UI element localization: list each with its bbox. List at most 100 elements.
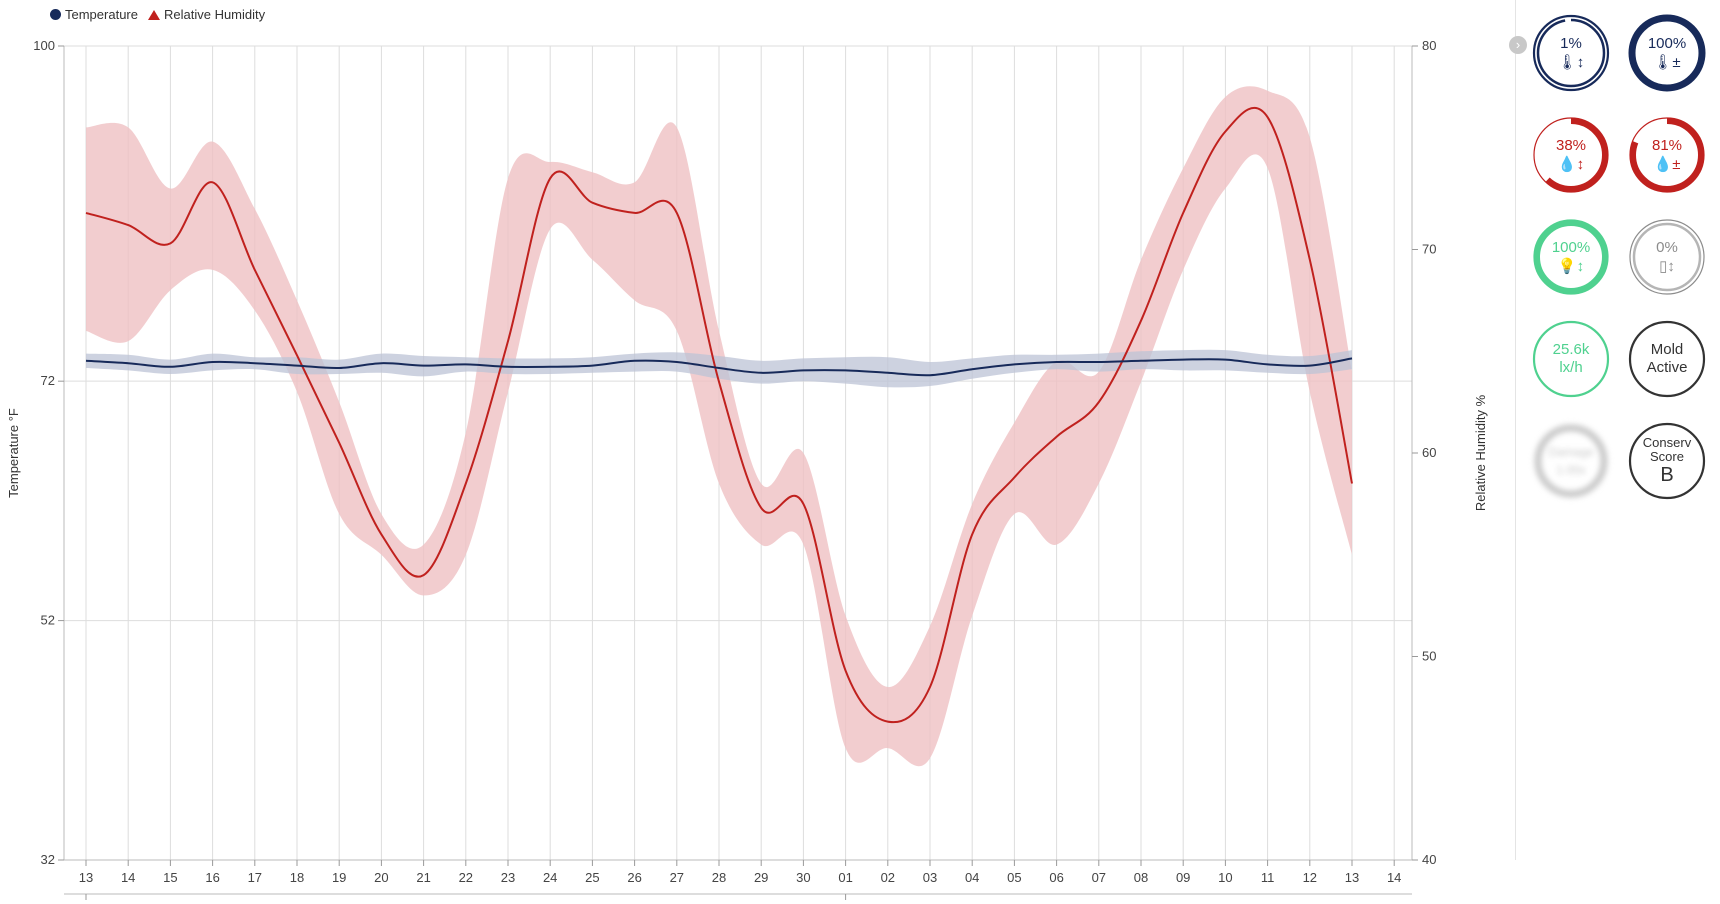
ring-progress xyxy=(1534,220,1608,294)
metric-rh-variance[interactable]: 81% 💧± xyxy=(1628,116,1706,194)
x-tick-19: 02 xyxy=(881,870,895,885)
x-tick-5: 18 xyxy=(290,870,304,885)
metric-rh-fluctuation[interactable]: 38% 💧↕ xyxy=(1532,116,1610,194)
metric-label: Score xyxy=(1650,449,1684,464)
y-tick-left-72: 72 xyxy=(41,373,55,388)
x-tick-10: 23 xyxy=(501,870,515,885)
x-tick-21: 04 xyxy=(965,870,979,885)
chart-legend: Temperature Relative Humidity xyxy=(50,7,265,22)
x-tick-30: 13 xyxy=(1345,870,1359,885)
metric-ring xyxy=(1628,422,1706,500)
metric-light[interactable]: 100% 💡↕ xyxy=(1532,218,1610,296)
metric-factor: 1.00x xyxy=(1556,463,1586,477)
thermometer-updown-icon: 🌡↕ xyxy=(1557,53,1585,71)
x-tick-15: 28 xyxy=(712,870,726,885)
ring-outline xyxy=(1628,320,1706,398)
legend-humidity-label: Relative Humidity xyxy=(163,7,266,22)
metric-temp-variance[interactable]: 100% 🌡± xyxy=(1628,14,1706,92)
thermometer-plusminus-icon: 🌡± xyxy=(1653,53,1681,71)
metric-status: Active xyxy=(1646,359,1688,376)
x-tick-28: 11 xyxy=(1261,870,1275,885)
metric-unit: lx/h xyxy=(1559,359,1583,376)
ring-outline xyxy=(1532,320,1610,398)
ring-progress xyxy=(1536,18,1606,88)
metric-lux[interactable]: 25.6k lx/h xyxy=(1532,320,1610,398)
y-tick-right-70: 70 xyxy=(1422,242,1436,257)
x-tick-4: 17 xyxy=(248,870,262,885)
humidity-line xyxy=(85,106,1353,724)
x-tick-8: 21 xyxy=(416,870,430,885)
x-tick-25: 08 xyxy=(1134,870,1148,885)
legend-humidity[interactable]: Relative Humidity xyxy=(147,7,266,22)
ring-outline xyxy=(1628,422,1706,500)
metric-ring xyxy=(1534,424,1608,498)
metric-conserv-score[interactable]: Conserv Score B xyxy=(1628,422,1706,500)
metric-temp-fluctuation[interactable]: 1% 🌡↕ xyxy=(1532,14,1610,92)
metric-battery[interactable]: 0% ▯↕ xyxy=(1628,218,1706,296)
panel-divider xyxy=(1515,0,1516,860)
metric-ring xyxy=(1532,14,1610,92)
climate-chart: 32 52 72 100 40 50 60 70 80 13 14 15 16 17 18 19 20 21 22 2… xyxy=(6,38,1488,900)
triangle-marker-icon xyxy=(147,9,160,20)
metric-value: 100% xyxy=(1647,34,1687,52)
metric-ring xyxy=(1533,219,1609,295)
droplet-plusminus-icon: 💧± xyxy=(1653,155,1681,173)
x-tick-16: 29 xyxy=(754,870,768,885)
x-tick-12: 25 xyxy=(585,870,599,885)
metric-grade: B xyxy=(1660,464,1674,486)
x-tick-22: 05 xyxy=(1007,870,1021,885)
ring-progress xyxy=(1628,14,1706,92)
y-axis-title-left: Temperature °F xyxy=(6,408,21,498)
x-tick-23: 06 xyxy=(1049,870,1063,885)
metric-value: 0% xyxy=(1656,238,1678,256)
metric-ring xyxy=(1629,219,1705,295)
droplet-updown-icon: 💧↕ xyxy=(1557,155,1585,173)
metric-ring xyxy=(1532,320,1610,398)
x-tick-24: 07 xyxy=(1092,870,1106,885)
ring-outline xyxy=(1532,14,1610,92)
metric-value: Mold xyxy=(1650,341,1684,358)
y-tick-left-52: 52 xyxy=(41,613,55,628)
ring-progress xyxy=(1632,222,1702,292)
x-tick-2: 15 xyxy=(163,870,177,885)
x-tick-29: 12 xyxy=(1303,870,1317,885)
y-tick-right-50: 50 xyxy=(1422,649,1436,664)
legend-temperature-label: Temperature xyxy=(65,7,138,22)
ring-outline xyxy=(1629,219,1705,295)
metric-value: Damage xyxy=(1548,445,1594,459)
y-tick-left-100: 100 xyxy=(33,38,55,53)
ring-progress xyxy=(1534,118,1608,192)
metric-ring xyxy=(1533,117,1609,193)
x-tick-27: 10 xyxy=(1218,870,1232,885)
metric-damage[interactable]: Damage 1.00x xyxy=(1532,422,1610,500)
x-tick-3: 16 xyxy=(205,870,219,885)
legend-temperature[interactable]: Temperature xyxy=(50,7,138,22)
y-tick-right-80: 80 xyxy=(1422,38,1436,53)
chevron-right-icon[interactable]: › xyxy=(1509,36,1527,54)
metric-value: 38% xyxy=(1555,136,1587,154)
metric-value: Conserv xyxy=(1642,435,1692,450)
x-tick-17: 30 xyxy=(796,870,810,885)
x-tick-31: 14 xyxy=(1387,870,1401,885)
y-axis-title-right: Relative Humidity % xyxy=(1473,394,1488,511)
x-tick-18: 01 xyxy=(838,870,852,885)
humidity-range-band xyxy=(86,86,1352,767)
metric-value: 81% xyxy=(1651,136,1683,154)
x-tick-0: 13 xyxy=(79,870,93,885)
ring-progress xyxy=(1534,424,1608,498)
metric-mold[interactable]: Mold Active xyxy=(1628,320,1706,398)
ring-progress xyxy=(1630,118,1704,192)
y-tick-left-32: 32 xyxy=(41,852,55,867)
metric-ring xyxy=(1629,117,1705,193)
x-tick-14: 27 xyxy=(670,870,684,885)
metric-ring xyxy=(1628,320,1706,398)
y-tick-right-60: 60 xyxy=(1422,445,1436,460)
x-tick-6: 19 xyxy=(332,870,346,885)
lightbulb-updown-icon: 💡↕ xyxy=(1557,257,1585,275)
x-tick-9: 22 xyxy=(459,870,473,885)
x-tick-13: 26 xyxy=(627,870,641,885)
metric-ring xyxy=(1628,14,1706,92)
battery-updown-icon: ▯↕ xyxy=(1659,257,1675,275)
metric-value: 25.6k xyxy=(1552,341,1590,358)
metric-value: 100% xyxy=(1551,238,1591,256)
